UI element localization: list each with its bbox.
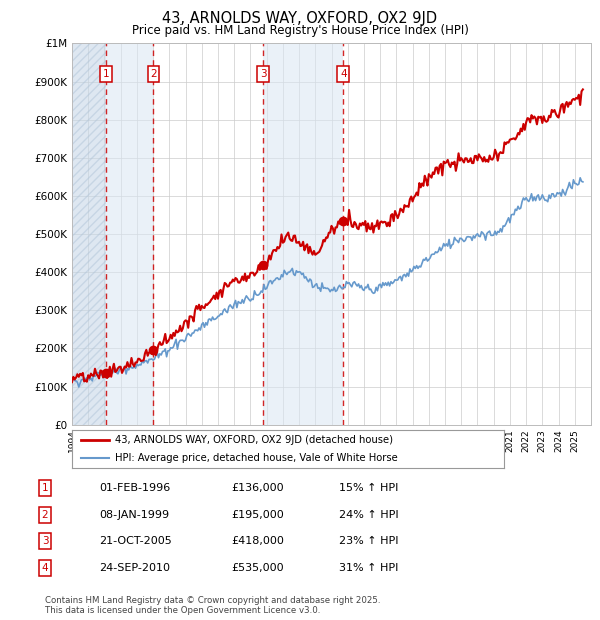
Text: Price paid vs. HM Land Registry's House Price Index (HPI): Price paid vs. HM Land Registry's House … bbox=[131, 24, 469, 37]
Bar bbox=[72, 43, 106, 425]
Bar bbox=[106, 43, 154, 425]
Text: £195,000: £195,000 bbox=[231, 510, 284, 520]
Text: HPI: Average price, detached house, Vale of White Horse: HPI: Average price, detached house, Vale… bbox=[115, 453, 398, 463]
Text: 24-SEP-2010: 24-SEP-2010 bbox=[99, 563, 170, 573]
Text: 43, ARNOLDS WAY, OXFORD, OX2 9JD: 43, ARNOLDS WAY, OXFORD, OX2 9JD bbox=[163, 11, 437, 26]
Text: 15% ↑ HPI: 15% ↑ HPI bbox=[339, 483, 398, 493]
Text: 3: 3 bbox=[41, 536, 49, 546]
Text: 1: 1 bbox=[103, 69, 109, 79]
Text: 21-OCT-2005: 21-OCT-2005 bbox=[99, 536, 172, 546]
Text: £535,000: £535,000 bbox=[231, 563, 284, 573]
Text: £418,000: £418,000 bbox=[231, 536, 284, 546]
Bar bbox=[72, 43, 106, 425]
Text: 01-FEB-1996: 01-FEB-1996 bbox=[99, 483, 170, 493]
Bar bbox=[263, 43, 343, 425]
Text: 24% ↑ HPI: 24% ↑ HPI bbox=[339, 510, 398, 520]
Text: 4: 4 bbox=[340, 69, 347, 79]
Text: 31% ↑ HPI: 31% ↑ HPI bbox=[339, 563, 398, 573]
Text: 4: 4 bbox=[41, 563, 49, 573]
Text: 08-JAN-1999: 08-JAN-1999 bbox=[99, 510, 169, 520]
Text: 2: 2 bbox=[41, 510, 49, 520]
Text: 23% ↑ HPI: 23% ↑ HPI bbox=[339, 536, 398, 546]
Text: 1: 1 bbox=[41, 483, 49, 493]
Text: 3: 3 bbox=[260, 69, 266, 79]
Text: 2: 2 bbox=[150, 69, 157, 79]
Text: £136,000: £136,000 bbox=[231, 483, 284, 493]
Text: Contains HM Land Registry data © Crown copyright and database right 2025.
This d: Contains HM Land Registry data © Crown c… bbox=[45, 596, 380, 615]
Text: 43, ARNOLDS WAY, OXFORD, OX2 9JD (detached house): 43, ARNOLDS WAY, OXFORD, OX2 9JD (detach… bbox=[115, 435, 393, 445]
